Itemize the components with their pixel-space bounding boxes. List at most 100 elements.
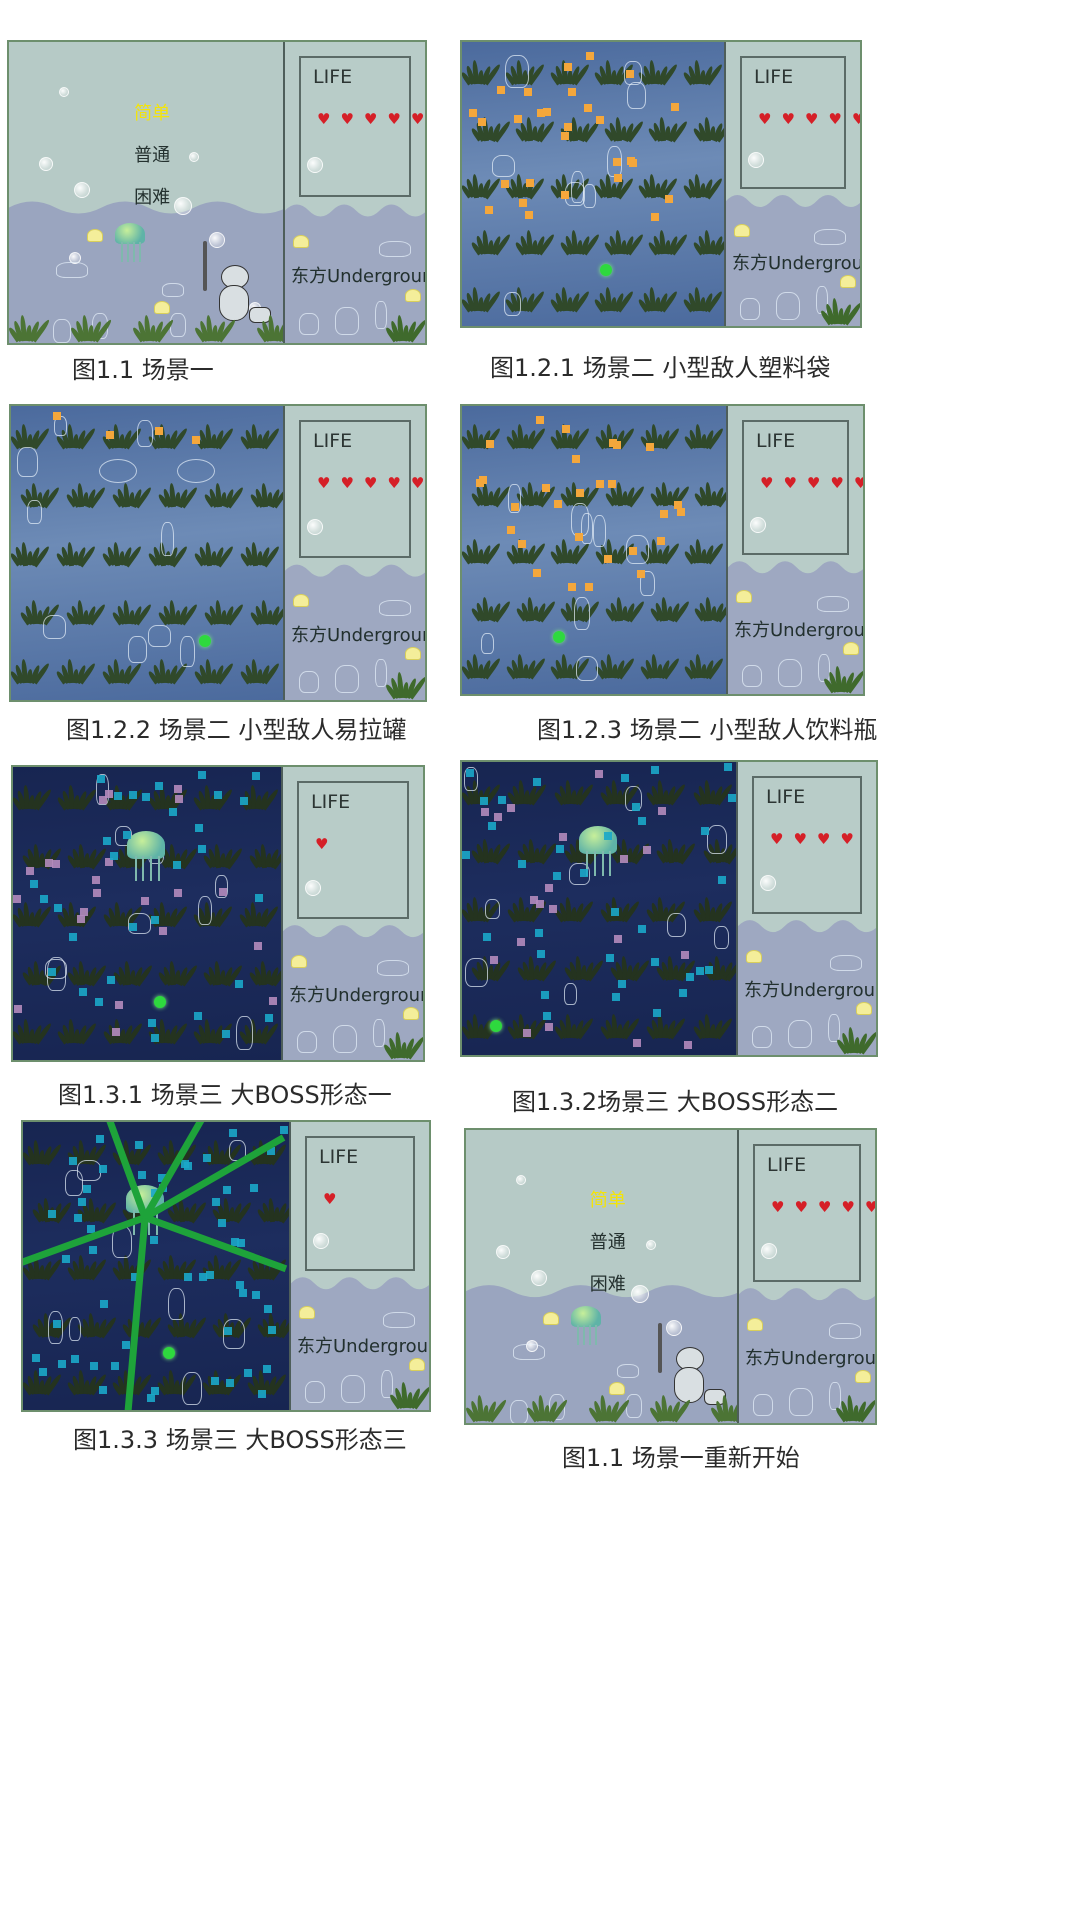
enemy-bullet <box>524 210 533 219</box>
boss-bullet <box>26 866 35 875</box>
boss-bullet <box>506 804 515 813</box>
trash-item <box>373 1018 385 1047</box>
enemy-bullet <box>613 441 622 450</box>
small-jellyfish <box>291 954 307 968</box>
player-ship <box>198 635 211 648</box>
life-box: LIFE ♥ <box>305 1136 415 1272</box>
boss-bullet <box>483 932 492 941</box>
enemy-bullet <box>554 500 563 509</box>
bubble <box>748 151 764 168</box>
boss-bullet <box>115 1000 124 1009</box>
menu-option-hard[interactable]: 困难 <box>589 1273 626 1295</box>
menu-option-normal[interactable]: 普通 <box>134 145 171 167</box>
game-window: LIFE ♥ 东方Underground <box>11 765 425 1062</box>
boss-bullet <box>76 914 85 923</box>
menu-option-easy[interactable]: 简单 <box>134 103 171 125</box>
boss-bullet <box>150 1235 159 1244</box>
caption: 图1.3.2场景三 大BOSS形态二 <box>512 1088 839 1116</box>
boss-bullet <box>103 837 112 846</box>
boss-bullet <box>78 988 87 997</box>
trash-item <box>627 82 647 109</box>
enemy-bullet <box>671 103 680 112</box>
boss-bullet <box>174 784 183 793</box>
boss-bullet <box>264 1014 273 1023</box>
boss-bullet <box>264 1305 273 1314</box>
trash-item <box>197 896 213 926</box>
sidebar: LIFE ♥ 东方Underground <box>281 767 423 1060</box>
heart-icon: ♥ <box>806 474 831 492</box>
boss-bullet <box>465 768 474 777</box>
player-ship <box>489 1019 502 1032</box>
boss-bullet <box>611 992 620 1001</box>
game-title: 东方Underground <box>745 1347 875 1369</box>
boss-bullet <box>90 1362 99 1371</box>
enemy-bullet <box>541 484 550 493</box>
boss-bullet <box>184 1273 193 1282</box>
caption: 图1.3.1 场景三 大BOSS形态一 <box>58 1081 392 1109</box>
jellyfish-tentacle <box>594 1325 597 1345</box>
caption: 图1.2.3 场景二 小型敌人饮料瓶 <box>537 716 878 744</box>
boss-bullet <box>13 894 21 903</box>
vacuum-handle <box>657 1322 662 1373</box>
bubble <box>74 182 90 198</box>
boss-bullet <box>210 1376 219 1385</box>
trash-item <box>182 1371 203 1405</box>
heart-icon: ♥ <box>363 110 388 128</box>
game-window: LIFE♥♥♥♥东方Underground <box>460 760 878 1057</box>
boss-bullet <box>638 924 647 933</box>
enemy-bullet <box>596 116 605 125</box>
menu-option-easy[interactable]: 简单 <box>589 1189 626 1211</box>
trash-item <box>706 825 728 854</box>
enemy-bullet <box>676 507 685 516</box>
playfield: 简单 普通 困难 <box>9 42 287 343</box>
boss-bullet <box>545 883 554 892</box>
bubble <box>516 1175 526 1185</box>
bubble <box>174 197 192 215</box>
boss-bullet <box>158 927 167 936</box>
trash-item <box>573 596 590 630</box>
water-wave <box>738 920 876 1055</box>
trash-item <box>617 1364 640 1379</box>
boss-bullet <box>73 1214 82 1223</box>
enemy-bullet <box>507 525 516 534</box>
heart-icon: ♥ <box>323 1190 347 1208</box>
boss-bullet <box>222 1030 231 1039</box>
boss-bullet <box>198 845 207 854</box>
trash-item <box>299 670 319 693</box>
bubble <box>646 1240 656 1250</box>
enemy-bullet <box>510 503 519 512</box>
water-wave-shape <box>291 1277 429 1410</box>
boss-bullet <box>218 1218 227 1227</box>
jellyfish-tentacle <box>609 851 612 876</box>
boss-bullet <box>105 857 114 866</box>
enemy-bullet <box>484 205 493 214</box>
trash-item <box>829 1381 841 1410</box>
sidebar: LIFE♥♥♥♥♥东方Underground <box>737 1130 875 1423</box>
enemy-bullet <box>561 190 570 199</box>
trash-item <box>96 774 110 805</box>
heart-icon: ♥ <box>315 835 339 853</box>
menu-option-normal[interactable]: 普通 <box>589 1231 626 1253</box>
playfield <box>462 762 740 1055</box>
boss-bullet <box>497 795 506 804</box>
boss-bullet <box>98 1386 107 1395</box>
boss-bullet <box>250 1184 259 1193</box>
boss-bullet <box>150 1387 159 1396</box>
enemy-bullet <box>596 480 605 489</box>
enemy-bullet <box>518 198 527 207</box>
boss-bullet <box>198 1273 207 1282</box>
small-jellyfish <box>409 1358 425 1372</box>
boss-bullet <box>480 807 489 816</box>
boss-bullet <box>91 876 100 885</box>
menu-option-hard[interactable]: 困难 <box>134 187 171 209</box>
boss-bullet <box>262 1364 271 1373</box>
boss-bullet <box>54 903 63 912</box>
player-character <box>657 1322 726 1405</box>
water-wave <box>466 1285 741 1423</box>
small-jellyfish <box>856 1002 872 1016</box>
playfield <box>13 767 285 1060</box>
boss-bullet <box>536 949 545 958</box>
playfield <box>462 406 730 694</box>
water-wave <box>291 1277 429 1410</box>
heart-icon: ♥ <box>760 474 784 492</box>
